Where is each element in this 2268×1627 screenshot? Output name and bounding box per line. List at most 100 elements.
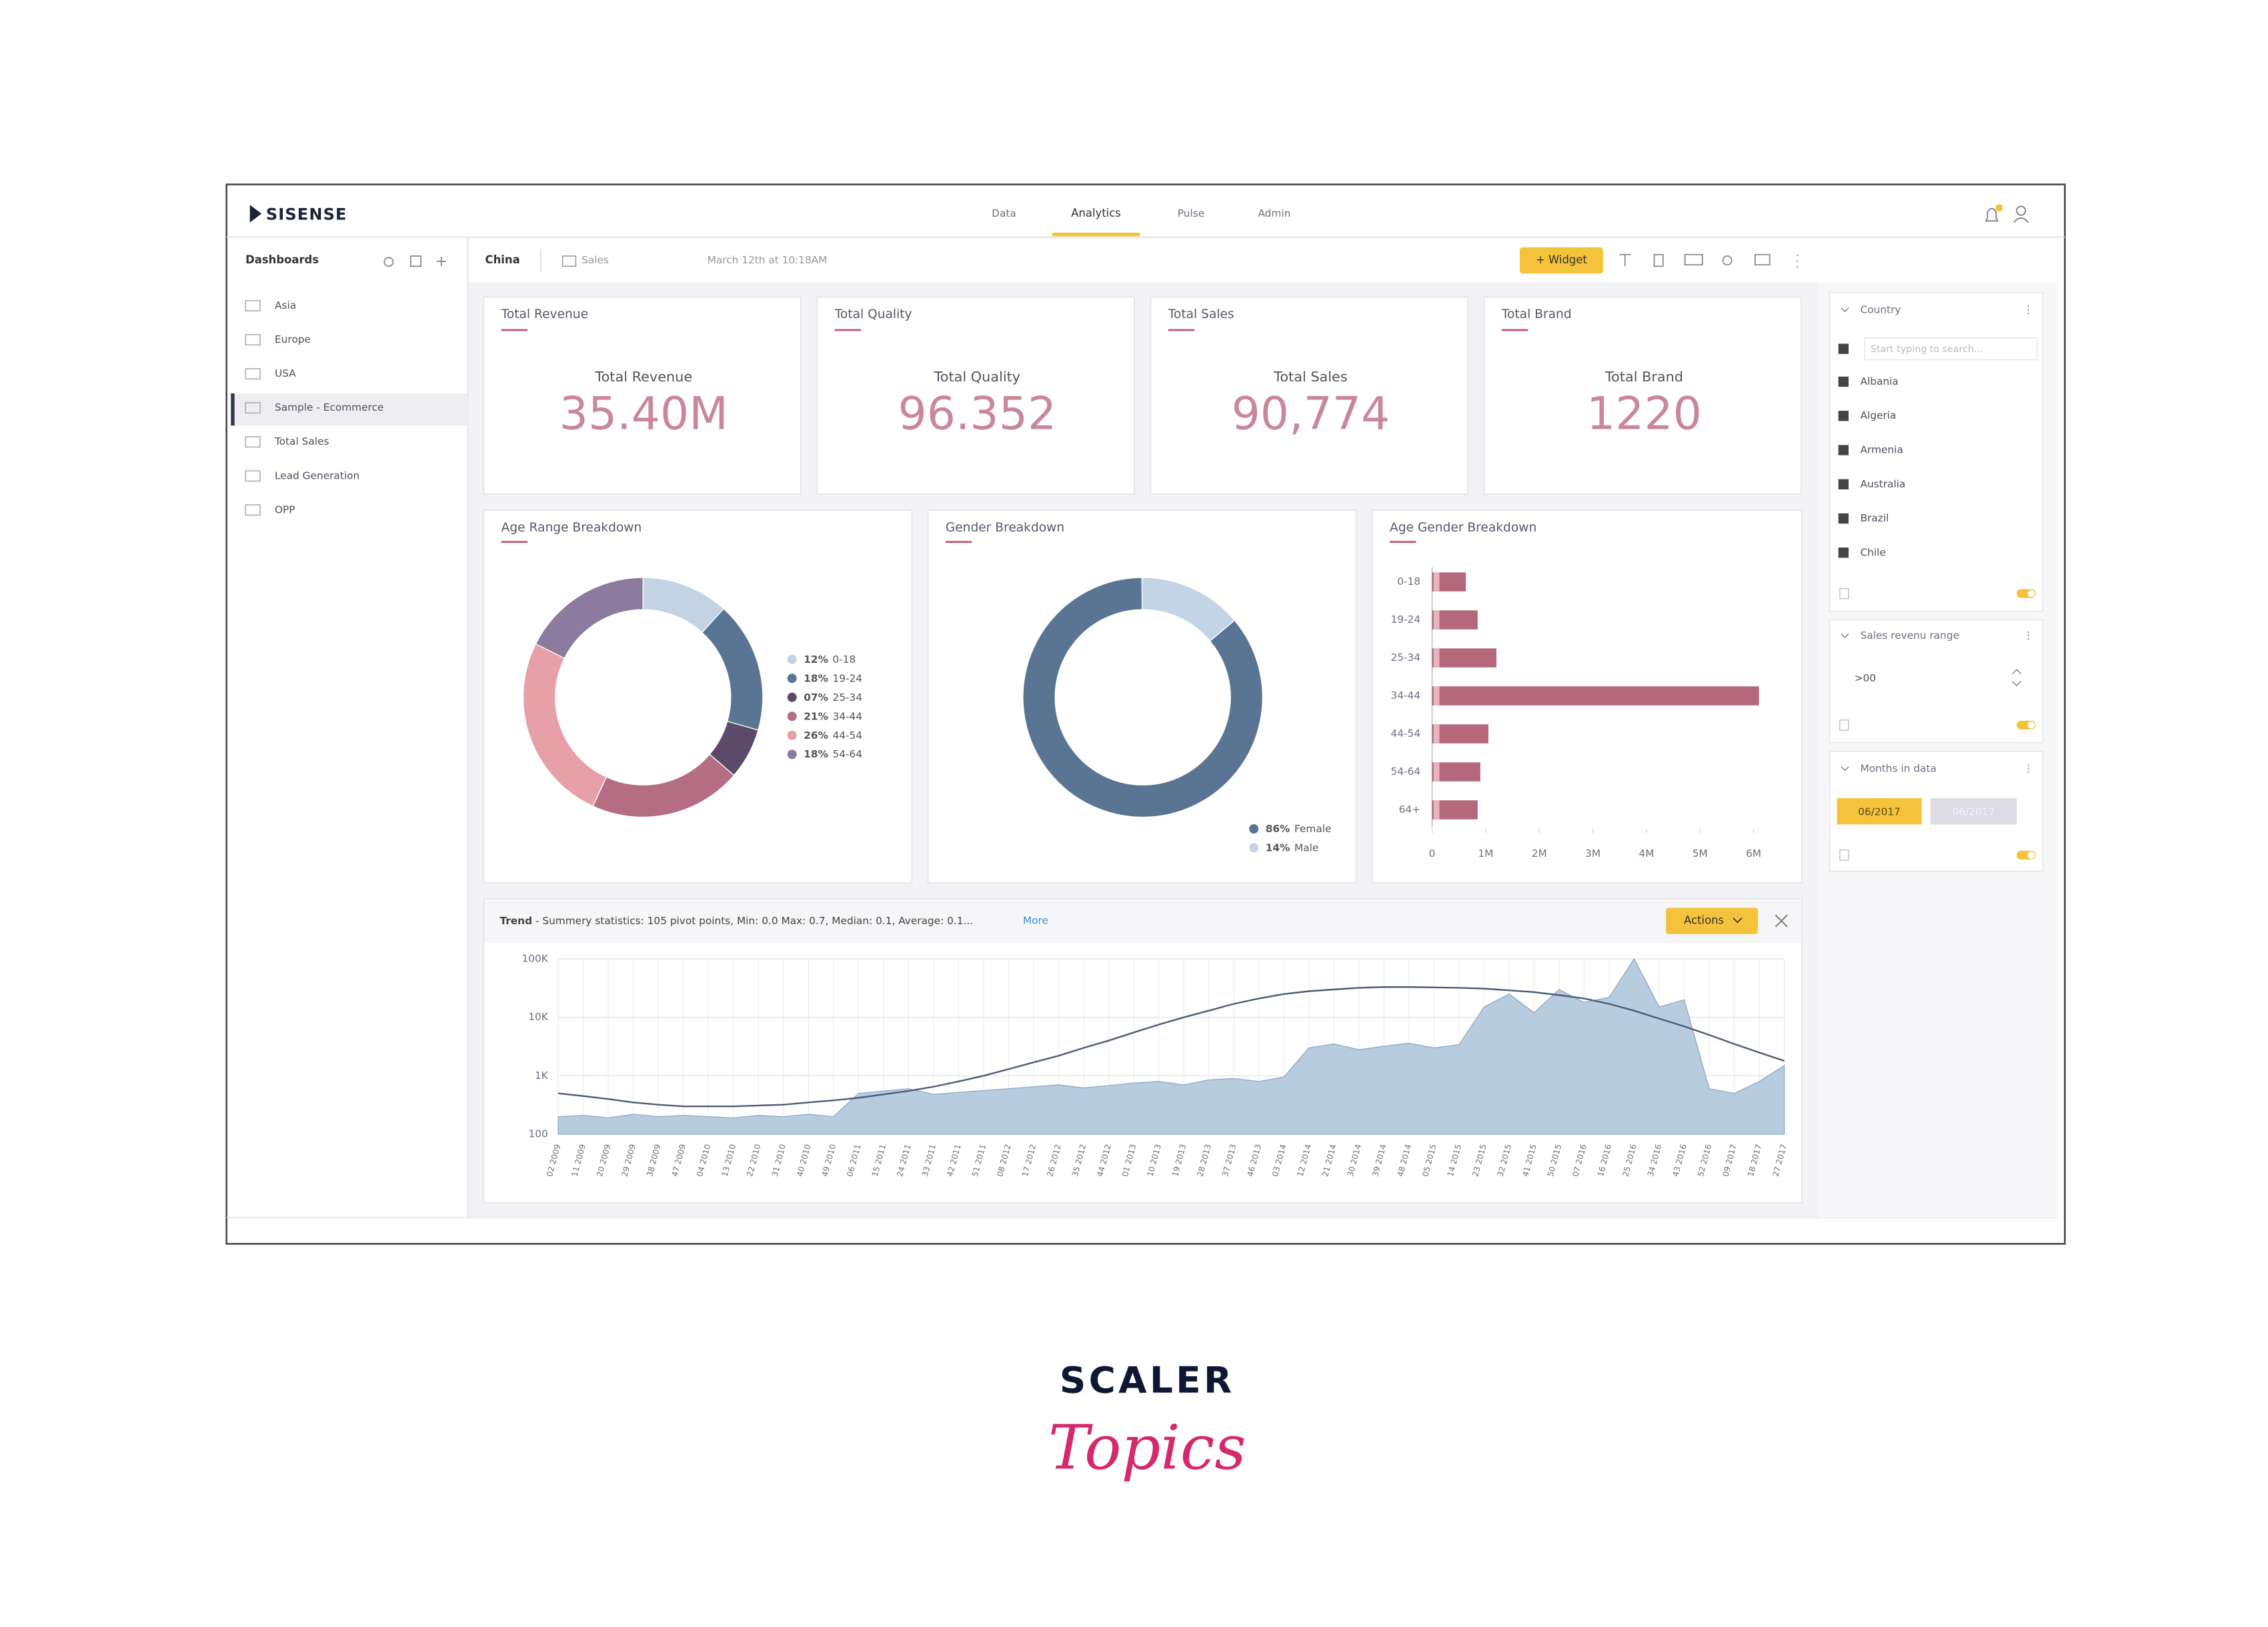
checkbox[interactable]	[1838, 411, 1849, 421]
collapse-icon[interactable]	[1841, 633, 1849, 639]
checkbox[interactable]	[1838, 479, 1849, 489]
search-box[interactable]	[1864, 337, 2038, 361]
spinner[interactable]	[2011, 669, 2022, 687]
legend-value: 21%	[804, 710, 828, 722]
y-tick-label: 44-54	[1390, 727, 1420, 739]
nav-tab[interactable]: Data	[992, 207, 1016, 219]
sidebar-item[interactable]: Asia	[275, 299, 296, 311]
legend-swatch	[787, 749, 797, 759]
legend-entry[interactable]: 21% 34-44	[804, 710, 862, 722]
checkbox[interactable]	[1838, 343, 1849, 354]
bar-highlight	[1433, 610, 1440, 629]
legend-label: 19-24	[833, 672, 863, 684]
filter-title: Months in data	[1861, 763, 1937, 775]
legend-entry[interactable]: 18% 54-64	[804, 748, 862, 760]
item-icon	[245, 470, 261, 482]
filter-icon[interactable]	[1653, 253, 1664, 267]
y-tick-label: 1K	[535, 1070, 549, 1082]
filter-menu[interactable]: ⋮	[2023, 763, 2033, 775]
nav-tab[interactable]: Pulse	[1178, 207, 1204, 219]
brand: SCALER	[1060, 1359, 1235, 1402]
widget-button-label[interactable]: + Widget	[1536, 253, 1587, 266]
filter-menu[interactable]: ⋮	[2023, 629, 2033, 641]
chart-title: Age Gender Breakdown	[1390, 521, 1536, 535]
sidebar-item[interactable]: Sample - Ecommerce	[275, 401, 383, 413]
range-value[interactable]: >00	[1855, 672, 1876, 684]
sidebar-item[interactable]: Europe	[275, 333, 311, 345]
toggle-knob	[2027, 852, 2035, 859]
trash-icon[interactable]	[1839, 587, 1849, 599]
legend-entry[interactable]: 86% Female	[1266, 823, 1332, 835]
share-icon[interactable]	[1722, 255, 1733, 266]
screen-icon[interactable]	[1754, 253, 1771, 266]
toolbar-icons	[1619, 253, 1799, 268]
filter-option[interactable]: Algeria	[1861, 409, 1897, 421]
filter-option[interactable]: Chile	[1861, 546, 1886, 558]
widget-button[interactable]	[1520, 247, 1603, 274]
kpi-title: Total Quality	[834, 307, 912, 321]
nav-tab[interactable]: Admin	[1258, 207, 1290, 219]
trash-icon[interactable]	[1839, 719, 1849, 731]
toggle-knob	[2027, 589, 2035, 597]
sidebar-item[interactable]: Lead Generation	[275, 469, 359, 481]
actions-button[interactable]	[1666, 908, 1759, 934]
filter-option[interactable]: Brazil	[1861, 512, 1889, 524]
kpi-title: Total Brand	[1501, 307, 1572, 321]
kpi-label: Total Brand	[1604, 369, 1683, 385]
edit-icon[interactable]	[409, 255, 421, 267]
title-underline	[501, 329, 528, 331]
checkbox[interactable]	[1838, 445, 1849, 455]
month-from[interactable]	[1837, 797, 1922, 825]
folder-name[interactable]: Sales	[582, 254, 609, 266]
more-link[interactable]: More	[1023, 915, 1048, 927]
title-underline	[834, 329, 862, 331]
checkbox[interactable]	[1838, 376, 1849, 387]
nav-tab[interactable]: Analytics	[1071, 207, 1121, 219]
legend-entry[interactable]: 26% 44-54	[804, 729, 862, 741]
trend-header: Trend - Summery statistics: 105 pivot po…	[499, 915, 973, 927]
filter-menu[interactable]: ⋮	[2023, 304, 2033, 316]
add-icon[interactable]: +	[435, 253, 447, 270]
filter-title: Country	[1861, 304, 1901, 316]
legend-value: 12%	[804, 653, 828, 665]
charts: Age Range Breakdown 12% 0-18 18% 19-24 07% 25-…	[501, 521, 1789, 1178]
legend-entry[interactable]: 07% 25-34	[804, 691, 862, 703]
kpi-value: 90,774	[1232, 388, 1390, 441]
bar	[1432, 800, 1478, 820]
y-tick-label: 100K	[521, 953, 548, 965]
search-icon[interactable]	[383, 257, 394, 267]
logo-text: SISENSE	[266, 205, 347, 224]
legend-value: 26%	[804, 729, 828, 741]
embed-icon[interactable]	[1684, 253, 1703, 266]
item-icon	[245, 402, 261, 414]
legend-entry[interactable]: 14% Male	[1266, 842, 1319, 854]
actions-label[interactable]: Actions	[1684, 914, 1724, 927]
dashboard-name: China	[485, 253, 520, 266]
checkbox[interactable]	[1838, 513, 1849, 524]
sidebar-item[interactable]: Total Sales	[274, 435, 329, 447]
sidebar-item[interactable]: USA	[275, 367, 296, 379]
legend-value: 18%	[804, 748, 828, 760]
bell-icon[interactable]	[1985, 207, 1999, 222]
trash-icon[interactable]	[1839, 850, 1849, 861]
user-icon[interactable]	[2016, 205, 2027, 216]
filter-option[interactable]: Armenia	[1861, 444, 1903, 456]
text-icon[interactable]	[1619, 253, 1631, 267]
collapse-icon[interactable]	[1841, 307, 1849, 313]
sidebar-item[interactable]: OPP	[275, 503, 295, 515]
search-placeholder: Start typing to search...	[1871, 344, 1983, 355]
checkbox[interactable]	[1838, 547, 1849, 558]
chevron	[1733, 918, 1743, 924]
filter-option[interactable]: Australia	[1861, 478, 1906, 490]
legend-swatch	[787, 673, 797, 683]
month-from-label: 06/2017	[1858, 805, 1901, 818]
last-updated: March 12th at 10:18AM	[708, 254, 828, 266]
kpi-value: 96.352	[898, 388, 1057, 441]
user-icon-body	[2013, 217, 2029, 223]
legend-entry[interactable]: 18% 19-24	[804, 672, 862, 684]
filter-option[interactable]: Albania	[1861, 375, 1899, 387]
month-to[interactable]	[1930, 797, 2017, 825]
close-icon[interactable]	[1775, 914, 1788, 928]
legend-entry[interactable]: 12% 0-18	[804, 653, 856, 665]
collapse-icon[interactable]	[1841, 766, 1849, 771]
